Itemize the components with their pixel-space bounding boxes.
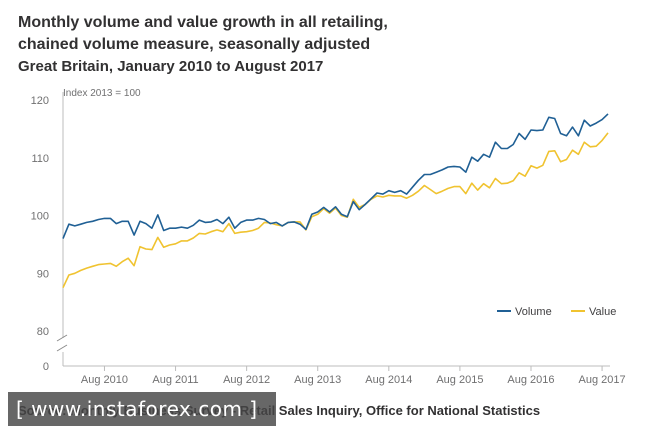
x-tick-label: Aug 2016 — [507, 374, 554, 386]
axis-break-mark — [56, 334, 68, 342]
x-tick-label: Aug 2015 — [436, 374, 483, 386]
x-tick-label: Aug 2014 — [365, 374, 412, 386]
chart-title: Monthly volume and value growth in all r… — [18, 12, 638, 56]
x-tick-label: Aug 2010 — [81, 374, 128, 386]
y-tick-label: 80 — [37, 326, 49, 338]
series-line-value — [62, 132, 609, 289]
y-tick-label: 120 — [31, 95, 49, 107]
legend-label-volume: Volume — [515, 306, 552, 318]
chart-subtitle: Great Britain, January 2010 to August 20… — [18, 58, 324, 75]
series-line-volume — [62, 113, 609, 239]
y-tick-label: 110 — [31, 153, 49, 165]
y-tick-label: 100 — [31, 211, 49, 223]
y-tick-label: 90 — [37, 268, 49, 280]
y-tick-label: 0 — [43, 361, 49, 373]
x-tick-label: Aug 2012 — [223, 374, 270, 386]
chart-title-line-1: Monthly volume and value growth in all r… — [18, 14, 388, 31]
index-note: Index 2013 = 100 — [63, 88, 141, 99]
chart-area: 0 80 90 100 110 120 Index 2013 = 100 Aug 2010 Au… — [31, 88, 626, 386]
x-tick-label: Aug 2013 — [294, 374, 341, 386]
axis-break-mark — [56, 344, 68, 352]
legend-label-value: Value — [589, 306, 616, 318]
watermark: [ www.instaforex.com ] — [8, 392, 276, 426]
chart-title-line-2: chained volume measure, seasonally adjus… — [18, 36, 371, 53]
x-tick-label: Aug 2011 — [152, 374, 198, 386]
x-tick-label: Aug 2017 — [579, 374, 626, 386]
